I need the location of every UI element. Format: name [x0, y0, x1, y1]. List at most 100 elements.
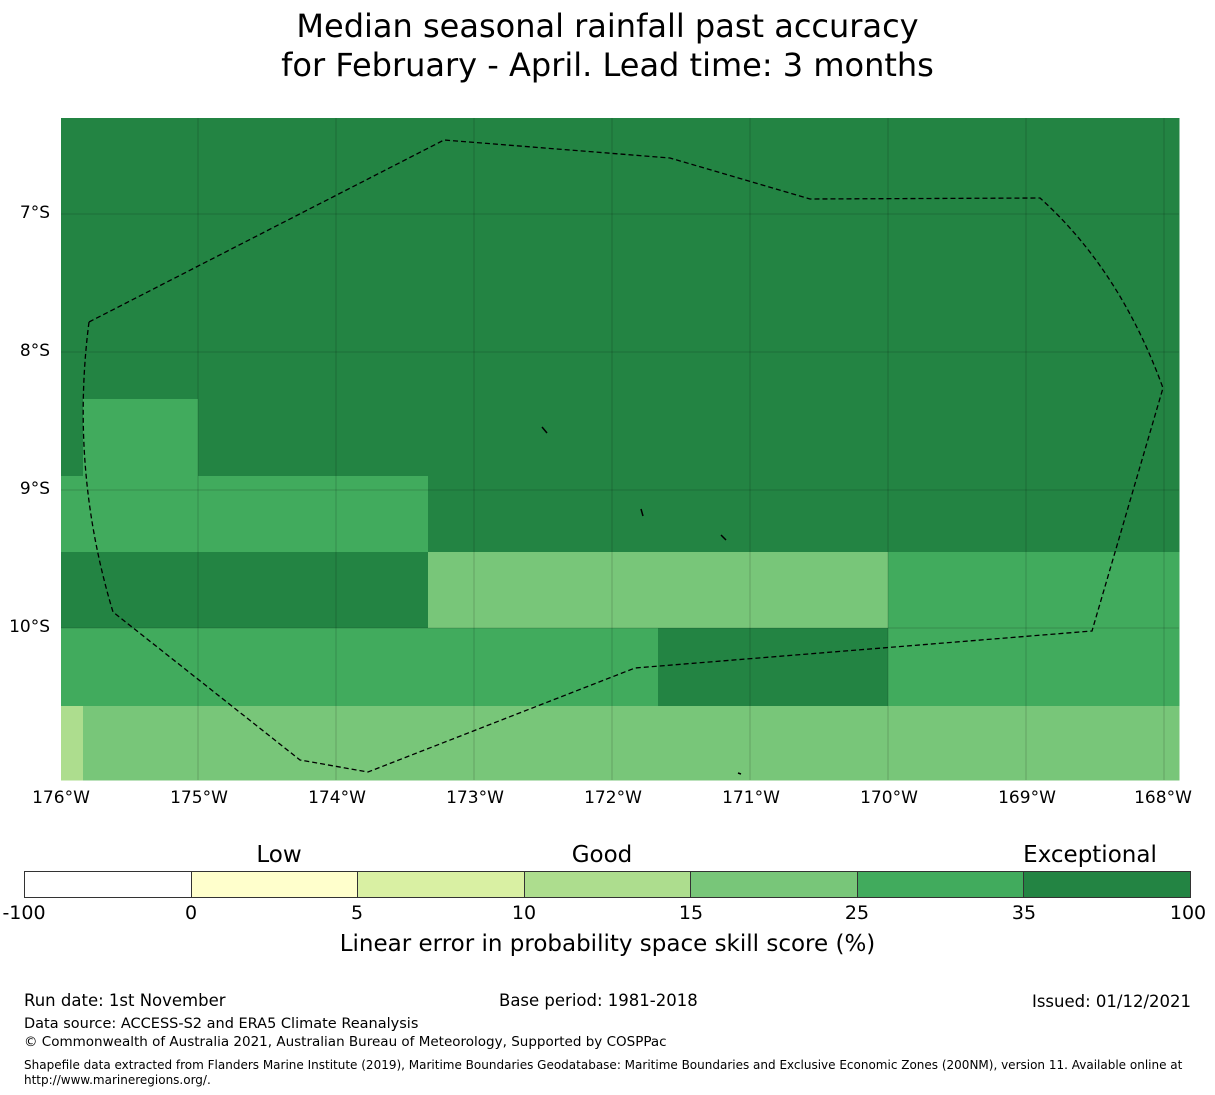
skill-cell: [1003, 628, 1180, 707]
island: [640, 508, 644, 517]
skill-cell: [313, 246, 429, 323]
colorbar-segment: [191, 872, 359, 897]
skill-cell: [888, 476, 1004, 553]
colorbar-tick: 10: [511, 902, 537, 924]
skill-cell: [658, 476, 774, 553]
lon-label: 170°W: [860, 788, 918, 808]
category-good: Good: [571, 842, 633, 868]
skill-cell: [1003, 476, 1180, 553]
skill-cell: [543, 118, 659, 247]
skill-cell: [313, 552, 429, 629]
skill-cell: [83, 322, 199, 400]
island: [541, 426, 548, 434]
colorbar-tick: 15: [678, 902, 704, 924]
skill-cell: [428, 246, 544, 323]
skill-cell: [83, 552, 199, 629]
lon-label: 172°W: [584, 788, 642, 808]
copyright: © Commonwealth of Australia 2021, Austra…: [24, 1034, 667, 1050]
skill-cell: [198, 322, 314, 400]
skill-cell: [83, 628, 199, 707]
lat-label: 10°S: [9, 617, 50, 637]
skill-cell: [888, 118, 1004, 247]
lon-label: 176°W: [32, 788, 90, 808]
skill-cell: [198, 118, 314, 247]
data-source: Data source: ACCESS-S2 and ERA5 Climate …: [24, 1016, 419, 1032]
skill-cell: [888, 246, 1004, 323]
skill-cell: [773, 118, 889, 247]
island: [737, 772, 742, 775]
skill-cell: [888, 322, 1004, 400]
skill-cell: [543, 246, 659, 323]
lon-label: 175°W: [170, 788, 228, 808]
skill-cell: [428, 322, 544, 400]
skill-cell: [61, 322, 84, 400]
skill-cell: [61, 246, 84, 323]
skill-cell: [83, 246, 199, 323]
skill-cell: [61, 399, 84, 477]
skill-cell: [543, 552, 659, 629]
skill-cell: [428, 552, 544, 629]
issued-date: Issued: 01/12/2021: [1031, 992, 1191, 1011]
skill-cell: [198, 399, 314, 477]
skill-cell: [313, 322, 429, 400]
skill-cell: [658, 628, 774, 707]
skill-cell: [543, 476, 659, 553]
skill-cell: [428, 628, 544, 707]
skill-cell: [1003, 552, 1180, 629]
lon-label: 171°W: [722, 788, 780, 808]
skill-cell: [773, 476, 889, 553]
eez-boundary: [82, 139, 1164, 773]
skill-cell: [83, 476, 199, 553]
skill-cell: [888, 628, 1004, 707]
skill-cell: [198, 706, 314, 781]
skill-cell: [83, 706, 199, 781]
colorbar-segment: [358, 872, 525, 897]
skill-cell: [888, 552, 1004, 629]
skill-cell: [658, 118, 774, 247]
colorbar-segment: [691, 872, 858, 897]
skill-cell: [1003, 322, 1180, 400]
skill-cell: [313, 628, 429, 707]
colorbar-segment: [1024, 872, 1191, 897]
skill-cell: [543, 399, 659, 477]
skill-cell: [773, 322, 889, 400]
lat-label: 8°S: [19, 341, 50, 361]
skill-map: [61, 118, 1180, 781]
skill-cell: [543, 706, 659, 781]
lat-label: 9°S: [19, 479, 50, 499]
skill-cell: [773, 246, 889, 323]
colorbar-tick: 100: [1169, 902, 1207, 924]
skill-cell: [658, 322, 774, 400]
skill-cell: [1003, 246, 1180, 323]
skill-cell: [1003, 118, 1180, 247]
category-low: Low: [256, 842, 302, 868]
skill-cell: [198, 628, 314, 707]
colorbar-segment: [857, 872, 1025, 897]
skill-cell: [428, 399, 544, 477]
skill-cell: [1003, 706, 1180, 781]
lon-label: 169°W: [998, 788, 1056, 808]
skill-cell: [773, 552, 889, 629]
lat-label: 7°S: [19, 203, 50, 223]
skill-cell: [61, 118, 84, 247]
skill-cell: [428, 476, 544, 553]
island: [720, 534, 727, 541]
base-period: Base period: 1981-2018: [499, 991, 698, 1010]
skill-cell: [773, 628, 889, 707]
skill-cell: [61, 628, 84, 707]
skill-cell: [198, 476, 314, 553]
colorbar-tick: 25: [844, 902, 870, 924]
skill-cell: [543, 322, 659, 400]
colorbar-segment: [25, 872, 192, 897]
shapefile-credit: Shapefile data extracted from Flanders M…: [24, 1058, 1183, 1087]
colorbar-tick: -100: [2, 902, 46, 924]
run-date: Run date: 1st November: [24, 991, 226, 1010]
skill-cell: [428, 118, 544, 247]
chart-title-line2: for February - April. Lead time: 3 month…: [281, 46, 934, 84]
skill-cell: [888, 399, 1004, 477]
lon-label: 168°W: [1134, 788, 1192, 808]
skill-cell: [773, 399, 889, 477]
skill-cell: [888, 706, 1004, 781]
skill-cell: [313, 706, 429, 781]
skill-cell: [428, 706, 544, 781]
